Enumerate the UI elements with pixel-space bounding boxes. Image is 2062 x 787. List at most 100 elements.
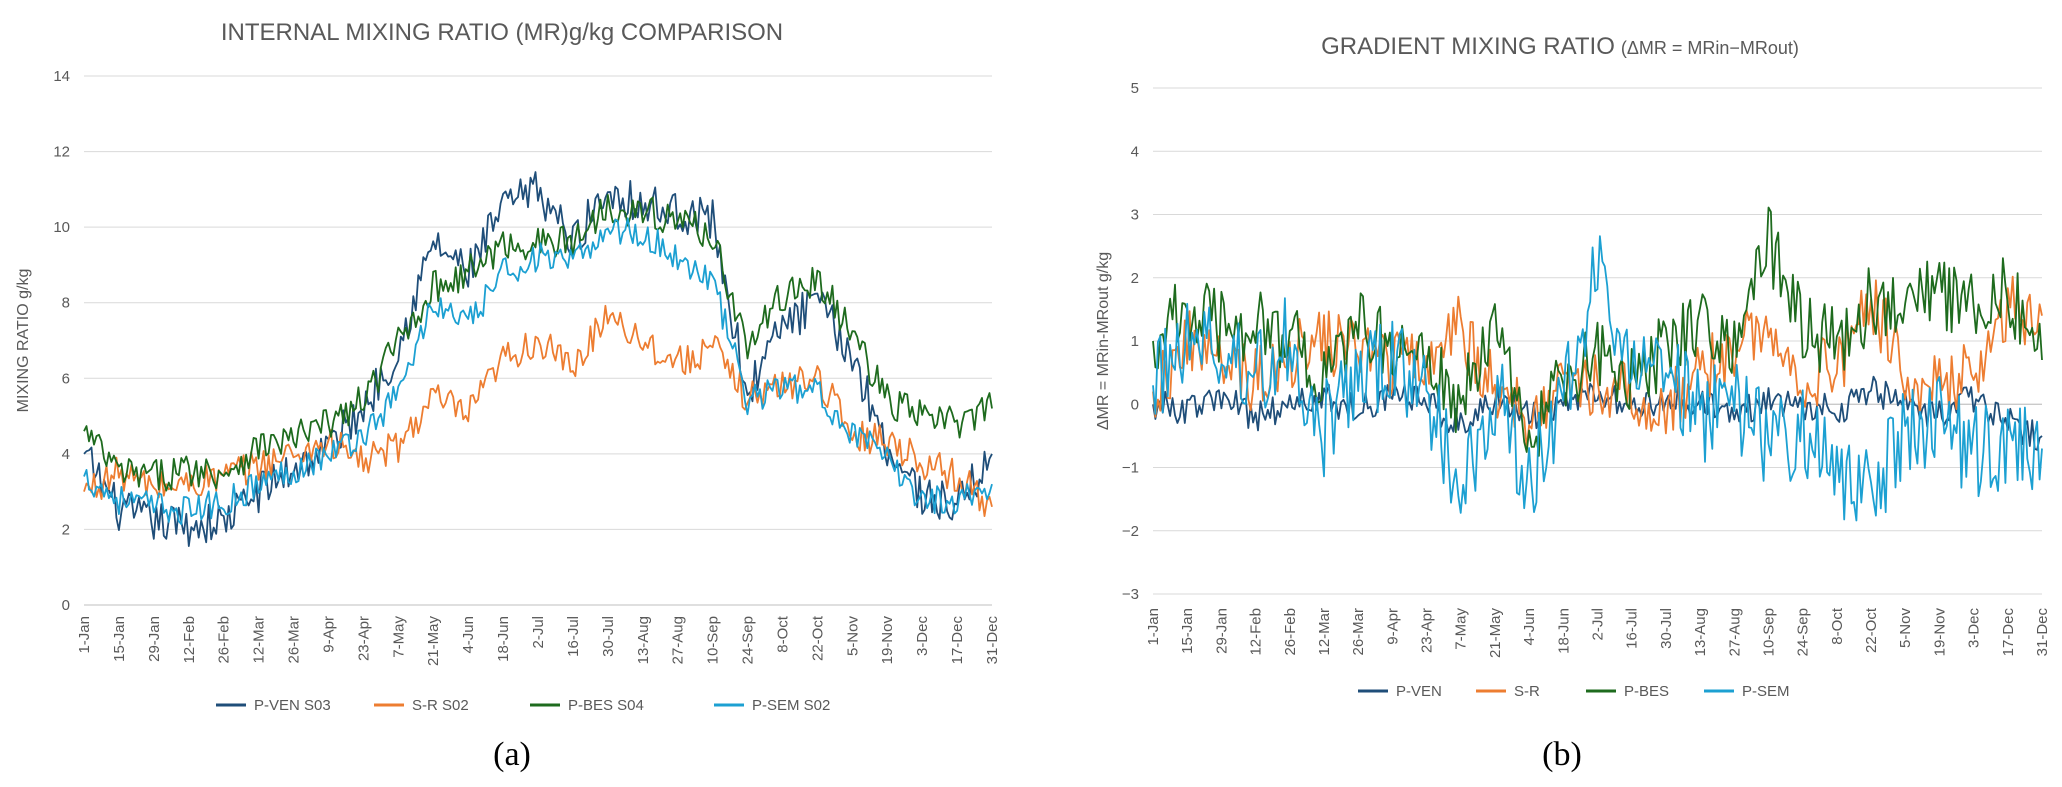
x-tick-label: 27-Aug [670, 616, 687, 664]
x-tick-label: 22-Oct [809, 615, 826, 661]
x-tick-label: 7-May [1453, 608, 1470, 650]
legend-label: S-R S02 [412, 697, 469, 714]
x-tick-label: 8-Oct [774, 615, 791, 653]
x-tick-label: 13-Aug [1692, 608, 1709, 656]
y-tick-label: −2 [1122, 523, 1139, 540]
x-tick-label: 26-Mar [286, 616, 303, 664]
legend-label: S-R [1514, 683, 1540, 700]
x-tick-label: 9-Apr [320, 616, 337, 653]
x-tick-label: 7-May [390, 616, 407, 658]
y-tick-label: 12 [53, 144, 70, 161]
x-tick-label: 22-Oct [1863, 607, 1880, 653]
chart-b-y-ticks: −3 −2 −1 0 1 2 3 4 5 [1122, 80, 1139, 603]
chart-b-series [1152, 206, 2043, 522]
chart-b-gridlines [1153, 87, 2042, 595]
x-tick-label: 29-Jan [146, 616, 163, 662]
y-tick-label: 6 [62, 370, 70, 387]
x-tick-label: 10-Sep [1760, 608, 1777, 656]
y-tick-label: 1 [1131, 333, 1139, 350]
y-tick-label: −3 [1122, 586, 1139, 603]
x-tick-label: 21-May [1487, 608, 1504, 659]
x-tick-label: 3-Dec [914, 616, 931, 657]
x-tick-label: 23-Apr [1419, 608, 1436, 653]
chart-b-title-suffix: (ΔMR = MRin−MRout) [1621, 38, 1799, 58]
series-line [1152, 375, 2043, 451]
chart-b: GRADIENT MIXING RATIO (ΔMR = MRin−MRout) … [1095, 33, 2051, 773]
x-tick-label: 5-Nov [1897, 608, 1914, 649]
x-tick-label: 2-Jul [1590, 608, 1607, 641]
chart-b-y-axis-label: ΔMR = MRin-MRout g/kg [1095, 252, 1112, 430]
series-line [83, 304, 993, 517]
chart-a-gridlines [84, 75, 992, 606]
legend-label: P-SEM S02 [752, 697, 830, 714]
chart-b-title: GRADIENT MIXING RATIO (ΔMR = MRin−MRout) [1321, 33, 1799, 60]
x-tick-label: 12-Mar [1316, 608, 1333, 656]
series-line [1152, 206, 2043, 457]
x-tick-label: 18-Jun [1555, 608, 1572, 654]
x-tick-label: 3-Dec [1966, 608, 1983, 649]
series-line [1152, 235, 2043, 522]
x-tick-label: 4-Jun [1521, 608, 1538, 646]
x-tick-label: 31-Dec [2034, 608, 2051, 657]
y-tick-label: 2 [62, 521, 70, 538]
x-tick-label: 19-Nov [1931, 608, 1948, 657]
x-tick-label: 30-Jul [600, 616, 617, 657]
x-tick-label: 9-Apr [1384, 608, 1401, 645]
chart-a-series [83, 171, 993, 547]
legend-label: P-VEN S03 [254, 697, 331, 714]
x-tick-label: 15-Jan [111, 616, 128, 662]
chart-a-title: INTERNAL MIXING RATIO (MR)g/kg COMPARISO… [221, 19, 783, 46]
x-tick-label: 24-Sep [1795, 608, 1812, 656]
x-tick-label: 31-Dec [984, 616, 1001, 665]
x-tick-label: 17-Dec [2000, 608, 2017, 657]
x-tick-label: 15-Jan [1179, 608, 1196, 654]
chart-a: INTERNAL MIXING RATIO (MR)g/kg COMPARISO… [15, 19, 1001, 773]
y-tick-label: −1 [1122, 460, 1139, 477]
x-tick-label: 13-Aug [635, 616, 652, 664]
x-tick-label: 27-Aug [1726, 608, 1743, 656]
panel-label-b: (b) [1542, 736, 1582, 773]
x-tick-label: 2-Jul [530, 616, 547, 649]
x-tick-label: 26-Mar [1350, 608, 1367, 656]
legend-label: P-VEN [1396, 683, 1442, 700]
x-tick-label: 4-Jun [460, 616, 477, 654]
chart-a-legend: P-VEN S03 S-R S02 P-BES S04 P-SEM S02 [216, 697, 830, 714]
x-tick-label: 17-Dec [949, 616, 966, 665]
y-tick-label: 2 [1131, 270, 1139, 287]
y-tick-label: 3 [1131, 207, 1139, 224]
x-tick-label: 26-Feb [216, 616, 233, 664]
x-tick-label: 1-Jan [1145, 608, 1162, 646]
chart-b-title-main: GRADIENT MIXING RATIO [1321, 33, 1615, 60]
x-tick-label: 16-Jul [1624, 608, 1641, 649]
x-tick-label: 12-Feb [181, 616, 198, 664]
series-line [83, 194, 993, 492]
x-tick-label: 29-Jan [1213, 608, 1230, 654]
x-tick-label: 26-Feb [1282, 608, 1299, 656]
x-tick-label: 1-Jan [76, 616, 93, 654]
legend-label: P-SEM [1742, 683, 1790, 700]
y-tick-label: 8 [62, 295, 70, 312]
x-tick-label: 19-Nov [879, 616, 896, 665]
y-tick-label: 4 [1131, 143, 1139, 160]
x-tick-label: 21-May [425, 616, 442, 667]
y-tick-label: 0 [62, 597, 70, 614]
x-tick-label: 24-Sep [740, 616, 757, 664]
chart-b-legend: P-VEN S-R P-BES P-SEM [1358, 683, 1790, 700]
x-tick-label: 30-Jul [1658, 608, 1675, 649]
x-tick-label: 12-Feb [1248, 608, 1265, 656]
y-tick-label: 5 [1131, 80, 1139, 97]
y-tick-label: 14 [53, 68, 70, 85]
x-tick-label: 8-Oct [1829, 607, 1846, 645]
chart-b-x-ticks: 1-Jan 15-Jan 29-Jan 12-Feb 26-Feb 12-Mar 26-Ma… [1145, 607, 2051, 658]
x-tick-label: 23-Apr [355, 616, 372, 661]
legend-label: P-BES [1624, 683, 1669, 700]
panel-label-a: (a) [493, 736, 531, 773]
y-tick-label: 0 [1131, 396, 1139, 413]
series-line [1152, 275, 2043, 450]
x-tick-label: 5-Nov [844, 616, 861, 657]
chart-a-x-ticks: 1-Jan 15-Jan 29-Jan 12-Feb 26-Feb 12-Mar 26-Ma… [76, 615, 1001, 666]
chart-a-y-ticks: 0 2 4 6 8 10 12 14 [53, 68, 70, 614]
x-tick-label: 10-Sep [705, 616, 722, 664]
y-tick-label: 10 [53, 219, 70, 236]
